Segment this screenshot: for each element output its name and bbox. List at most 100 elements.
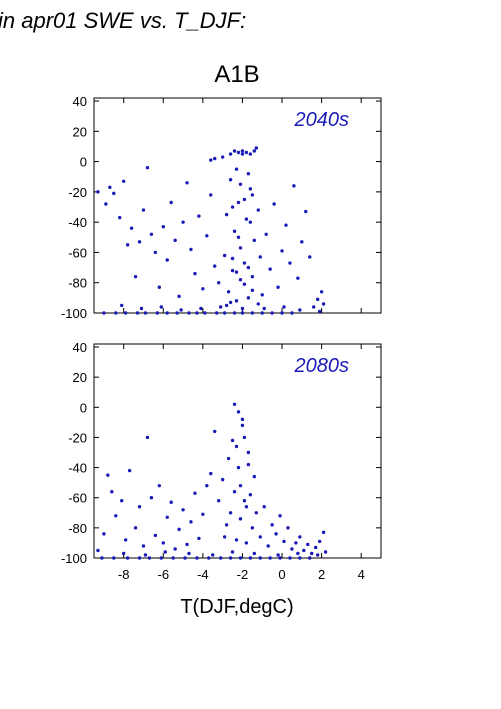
scatter-point xyxy=(286,526,290,530)
scatter-point xyxy=(258,255,262,259)
scatter-point xyxy=(203,311,207,315)
scatter-point xyxy=(209,193,213,197)
scatter-point xyxy=(106,473,110,477)
y-tick-label: -80 xyxy=(68,276,87,291)
scatter-point xyxy=(216,281,221,285)
scatter-point xyxy=(118,215,122,220)
scatter-point xyxy=(315,297,320,302)
scatter-point xyxy=(141,544,146,548)
scatter-point xyxy=(224,303,229,308)
scatter-point xyxy=(127,468,132,473)
scatter-point xyxy=(157,285,162,289)
scatter-point xyxy=(114,514,118,518)
scatter-point xyxy=(234,270,239,274)
scatter-point xyxy=(288,261,292,265)
scatter-point xyxy=(120,499,124,503)
y-tick-label: -40 xyxy=(68,461,87,476)
scatter-point xyxy=(234,444,239,449)
scatter-point xyxy=(298,556,302,560)
scatter-point xyxy=(165,258,169,262)
scatter-point xyxy=(306,542,310,547)
scatter-point xyxy=(246,296,251,300)
scatter-point xyxy=(161,224,165,229)
scatter-point xyxy=(181,220,185,224)
scatter-point xyxy=(266,544,270,548)
scatter-point xyxy=(189,520,193,524)
scatter-point xyxy=(232,489,237,494)
scatter-point xyxy=(274,532,278,536)
plot-frame xyxy=(93,343,382,559)
y-tick-label: -100 xyxy=(61,551,87,566)
scatter-point xyxy=(175,311,179,315)
scatter-point xyxy=(137,240,142,244)
scatter-point xyxy=(238,556,243,560)
y-tick-label: 40 xyxy=(73,94,87,109)
scatter-point xyxy=(300,240,304,244)
scatter-point xyxy=(236,150,241,155)
scatter-point xyxy=(137,505,142,509)
scatter-point xyxy=(159,305,163,309)
scatter-point xyxy=(260,293,264,297)
scatter-point xyxy=(205,234,209,238)
scatter-point xyxy=(238,246,243,250)
scatter-point xyxy=(173,547,177,551)
scatter-point xyxy=(238,517,243,521)
scatter-point xyxy=(242,261,247,265)
scatter-point xyxy=(252,551,257,556)
scatter-point xyxy=(149,232,154,236)
scatter-point xyxy=(145,165,150,170)
scatter-point xyxy=(321,302,326,306)
scatter-point xyxy=(185,542,189,547)
y-tick-label: 0 xyxy=(80,155,87,170)
scatter-point xyxy=(110,489,114,494)
scatter-point xyxy=(228,511,233,515)
scatter-point xyxy=(213,264,217,268)
scatter-point xyxy=(209,158,213,162)
scatter-point xyxy=(308,255,312,259)
scatter-point xyxy=(260,311,264,315)
panel-label: 2080s xyxy=(294,355,350,377)
scatter-point xyxy=(240,152,245,156)
scatter-point xyxy=(195,556,199,560)
scatter-point xyxy=(323,550,328,554)
scatter-point xyxy=(248,152,253,156)
scatter-point xyxy=(276,285,280,289)
scatter-point xyxy=(230,205,235,209)
scatter-point xyxy=(201,287,205,291)
scatter-point xyxy=(228,178,233,182)
scatter-point xyxy=(298,535,302,539)
scatter-point xyxy=(236,235,241,239)
scatter-point xyxy=(108,185,112,190)
scatter-point xyxy=(236,410,241,414)
scatter-point xyxy=(120,303,124,308)
scatter-point xyxy=(234,167,239,171)
scatter-point xyxy=(268,556,272,560)
scatter-point xyxy=(296,276,300,280)
scatter-point xyxy=(209,471,213,476)
scatter-point xyxy=(230,256,235,261)
scatter-point xyxy=(290,547,294,551)
scatter-point xyxy=(125,556,130,560)
scatter-point xyxy=(177,527,181,532)
scatter-point xyxy=(240,149,245,153)
scatter-point xyxy=(96,548,100,553)
scatter-point xyxy=(319,290,324,294)
scatter-panels: 40200-20-40-60-80-1002040s40200-20-40-60… xyxy=(61,94,382,582)
scatter-point xyxy=(147,556,152,560)
y-tick-label: -20 xyxy=(68,430,87,445)
x-tick-label: 4 xyxy=(358,567,365,582)
scatter-point xyxy=(220,155,225,159)
scatter-point xyxy=(238,483,243,488)
scatter-point xyxy=(258,535,262,539)
scatter-point xyxy=(218,556,223,560)
scatter-point xyxy=(230,550,235,554)
scatter-point xyxy=(298,308,302,312)
x-tick-label: -8 xyxy=(118,567,130,582)
scatter-point xyxy=(234,538,239,542)
scatter-point xyxy=(141,208,146,212)
scatter-point xyxy=(187,551,191,556)
scatter-point xyxy=(123,538,128,542)
scatter-point xyxy=(139,306,144,311)
scatter-point xyxy=(312,305,316,309)
